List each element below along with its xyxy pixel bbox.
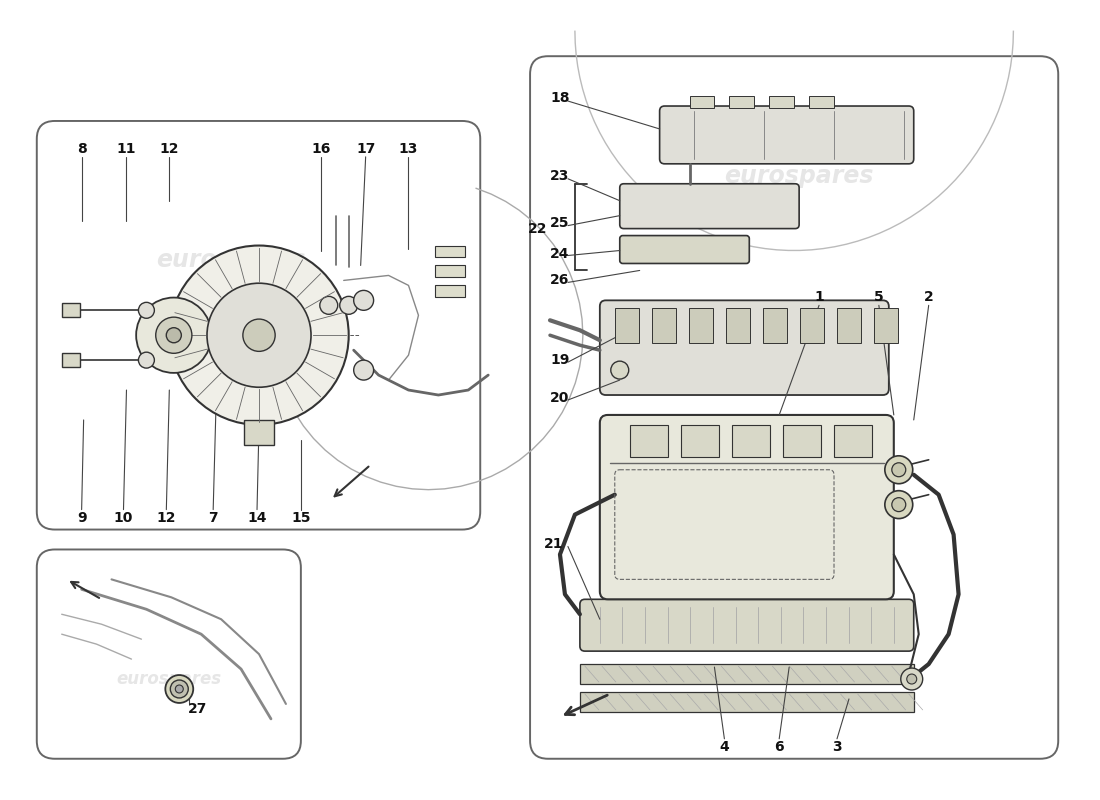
Circle shape [139, 352, 154, 368]
Bar [436, 246, 465, 258]
Text: 23: 23 [550, 169, 570, 182]
Bar [726, 308, 750, 343]
FancyBboxPatch shape [619, 235, 749, 263]
Text: 8: 8 [77, 142, 87, 156]
Circle shape [243, 319, 275, 351]
Bar [652, 308, 675, 343]
Bar [783, 425, 821, 457]
Bar [580, 692, 914, 712]
Bar [629, 425, 668, 457]
Bar [729, 96, 755, 108]
Text: 4: 4 [719, 740, 729, 754]
Text: 19: 19 [550, 353, 570, 367]
Bar [244, 420, 274, 445]
Circle shape [207, 283, 311, 387]
FancyBboxPatch shape [600, 415, 894, 599]
Text: eurospares: eurospares [156, 249, 306, 273]
Text: 2: 2 [924, 290, 934, 304]
Text: 11: 11 [117, 142, 136, 156]
Bar [62, 303, 79, 318]
Bar [436, 286, 465, 298]
FancyBboxPatch shape [619, 184, 799, 229]
Circle shape [892, 462, 905, 477]
Text: 1: 1 [814, 290, 824, 304]
FancyBboxPatch shape [660, 106, 914, 164]
Text: 3: 3 [833, 740, 842, 754]
FancyBboxPatch shape [36, 550, 301, 758]
Text: 21: 21 [544, 538, 563, 551]
FancyBboxPatch shape [36, 121, 481, 530]
Bar [800, 308, 824, 343]
Bar [62, 353, 79, 367]
Circle shape [320, 296, 338, 314]
Text: 24: 24 [550, 246, 570, 261]
FancyBboxPatch shape [580, 599, 914, 651]
Circle shape [156, 317, 191, 354]
Text: 9: 9 [77, 510, 87, 525]
Circle shape [354, 360, 374, 380]
Circle shape [354, 290, 374, 310]
Text: 12: 12 [160, 142, 179, 156]
Circle shape [901, 668, 923, 690]
Circle shape [884, 490, 913, 518]
Text: 12: 12 [156, 510, 176, 525]
Bar [580, 664, 914, 684]
Text: 22: 22 [528, 222, 548, 235]
Text: 5: 5 [874, 290, 883, 304]
Text: 15: 15 [292, 510, 310, 525]
Circle shape [165, 675, 194, 703]
Bar [690, 96, 714, 108]
Bar [615, 308, 639, 343]
Circle shape [175, 685, 184, 693]
Bar [769, 96, 794, 108]
Bar [732, 425, 770, 457]
Text: 14: 14 [248, 510, 267, 525]
Text: 6: 6 [774, 740, 784, 754]
Bar [762, 308, 786, 343]
Text: 25: 25 [550, 216, 570, 230]
Circle shape [340, 296, 358, 314]
Text: 7: 7 [208, 510, 218, 525]
Text: 13: 13 [399, 142, 418, 156]
Text: eurospares: eurospares [725, 587, 873, 611]
Text: 27: 27 [187, 702, 207, 716]
Text: 10: 10 [113, 510, 133, 525]
Bar [810, 96, 834, 108]
Text: 26: 26 [550, 274, 570, 287]
Circle shape [136, 298, 211, 373]
Bar [436, 266, 465, 278]
Text: 16: 16 [311, 142, 330, 156]
FancyBboxPatch shape [530, 56, 1058, 758]
Bar [681, 425, 718, 457]
Text: 18: 18 [550, 91, 570, 105]
Circle shape [166, 328, 182, 342]
Text: 20: 20 [550, 391, 570, 405]
Text: eurospares: eurospares [117, 670, 222, 688]
Bar [837, 308, 861, 343]
Circle shape [139, 302, 154, 318]
Circle shape [610, 361, 629, 379]
Circle shape [892, 498, 905, 512]
Bar [689, 308, 713, 343]
Circle shape [884, 456, 913, 484]
Circle shape [170, 680, 188, 698]
Circle shape [169, 246, 349, 425]
Text: 17: 17 [356, 142, 375, 156]
FancyBboxPatch shape [600, 300, 889, 395]
Bar [873, 308, 898, 343]
Circle shape [906, 674, 916, 684]
Bar [834, 425, 872, 457]
Text: eurospares: eurospares [725, 164, 873, 188]
